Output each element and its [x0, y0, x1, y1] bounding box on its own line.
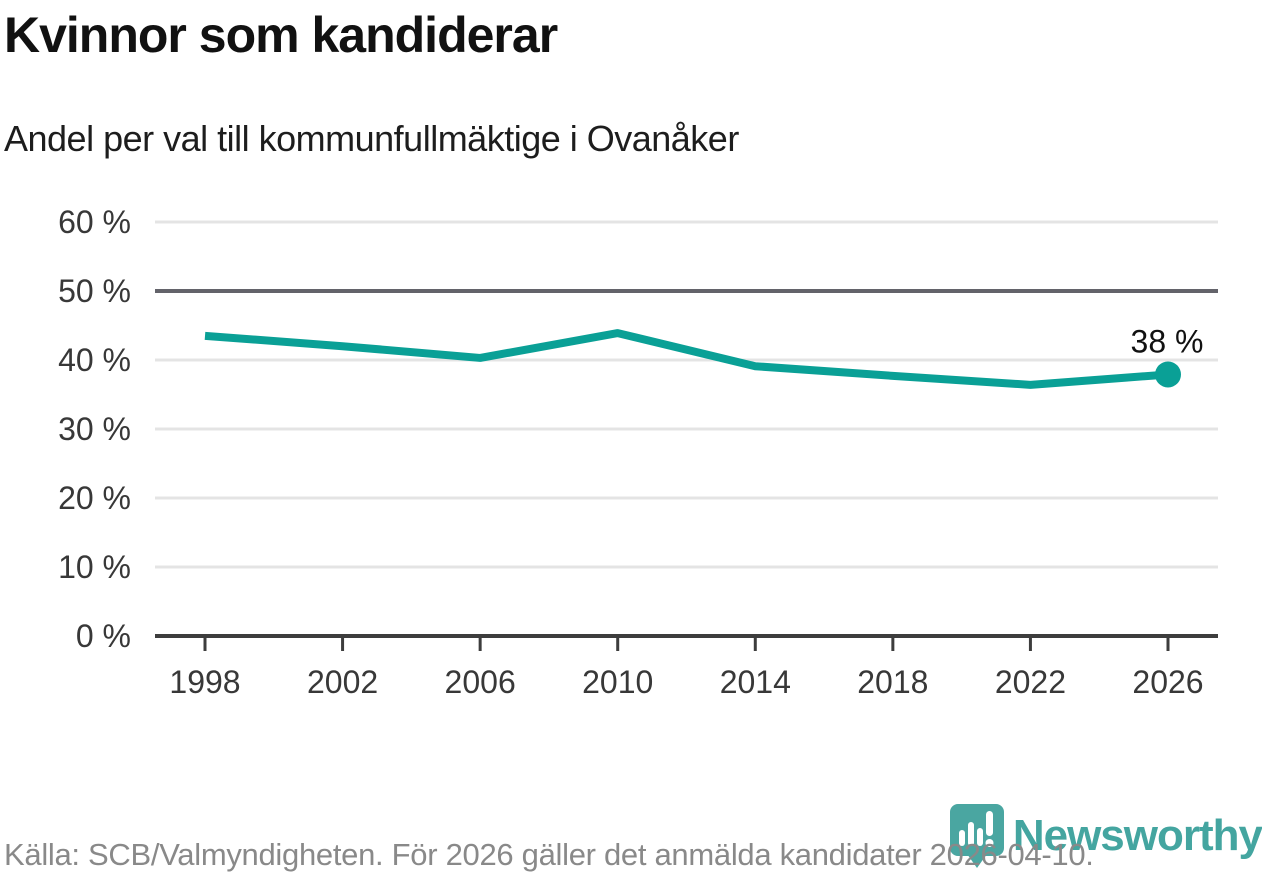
newsworthy-logo: Newsworthy: [949, 803, 1262, 869]
page-subtitle: Andel per val till kommunfullmäktige i O…: [4, 118, 739, 159]
y-tick-label: 30 %: [58, 411, 131, 447]
exclamation-dot: [985, 839, 994, 847]
x-tick-label: 2010: [582, 664, 653, 700]
exclamation-bar: [985, 811, 993, 836]
x-tick-label: 2014: [720, 664, 791, 700]
bar-3: [976, 828, 983, 846]
y-tick-label: 0 %: [76, 618, 131, 654]
x-tick-label: 2006: [445, 664, 516, 700]
newsworthy-wordmark: Newsworthy: [1012, 811, 1262, 860]
y-tick-label: 10 %: [58, 549, 131, 585]
x-tick-label: 1998: [169, 664, 240, 700]
newsworthy-pin-icon: [949, 804, 1004, 868]
page-title: Kvinnor som kandiderar: [4, 7, 558, 63]
x-tick-label: 2026: [1132, 664, 1203, 700]
series-line: [204, 329, 1169, 389]
x-tick-label: 2002: [307, 664, 378, 700]
end-value-label: 38 %: [1131, 323, 1204, 359]
x-tick-label: 2018: [857, 664, 928, 700]
x-tick-label: 2022: [995, 664, 1066, 700]
bar-1: [958, 830, 965, 846]
bar-2: [967, 822, 974, 846]
source-note: Källa: SCB/Valmyndigheten. För 2026 gäll…: [4, 837, 1094, 872]
y-tick-label: 60 %: [58, 204, 131, 240]
y-tick-label: 40 %: [58, 342, 131, 378]
y-tick-label: 50 %: [58, 273, 131, 309]
y-tick-label: 20 %: [58, 480, 131, 516]
end-point-marker: [1155, 361, 1181, 388]
line-chart: 0 % 10 % 20 % 30 % 40 % 50 % 60 % 1998 2002 2006 2…: [58, 204, 1218, 700]
